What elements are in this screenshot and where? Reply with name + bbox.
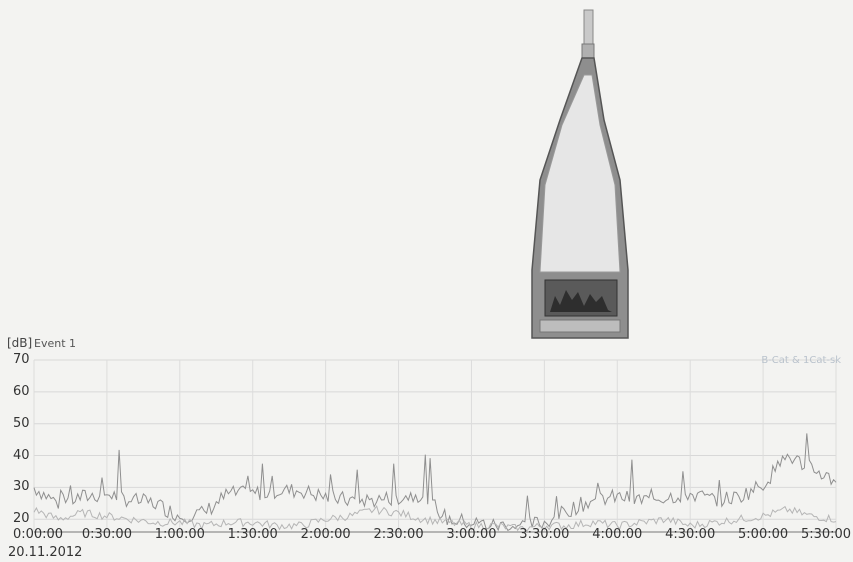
y-unit-label: [dB] <box>7 336 33 350</box>
x-tick-label: 0:30:00 <box>81 527 132 542</box>
x-tick-label: 5:00:00 <box>738 527 789 542</box>
x-tick-label: 1:30:00 <box>227 527 278 542</box>
sound-level-meter-image <box>531 9 629 339</box>
grid <box>33 359 837 533</box>
chart-title: Event 1 <box>34 337 77 350</box>
x-tick-label: 3:00:00 <box>446 527 497 542</box>
chart: [dB] Event 1 B-Cat & 1Cat-sk 20 30 40 50 60 7… <box>0 330 853 562</box>
legend-text: B-Cat & 1Cat-sk <box>761 355 841 366</box>
y-tick-label: 30 <box>13 479 30 495</box>
x-tick-label: 2:00:00 <box>300 527 351 542</box>
y-tick-label: 40 <box>13 447 30 463</box>
chart-plot <box>33 359 837 533</box>
y-tick-label: 20 <box>13 511 30 527</box>
x-tick-label: 4:30:00 <box>665 527 716 542</box>
x-tick-label: 2:30:00 <box>373 527 424 542</box>
x-tick-label: 4:00:00 <box>592 527 643 542</box>
y-tick-label: 70 <box>13 352 30 367</box>
y-tick-label: 60 <box>13 383 30 399</box>
series-line-1 <box>33 433 837 532</box>
series-line-2 <box>33 504 837 532</box>
x-axis-date: 20.11.2012 <box>8 545 83 560</box>
x-tick-label: 0:00:00 <box>12 527 64 542</box>
series-group <box>33 433 837 532</box>
x-tick-label: 5:30:00 <box>800 527 852 542</box>
y-tick-label: 50 <box>13 415 30 431</box>
x-tick-label: 1:00:00 <box>154 527 205 542</box>
x-tick-label: 3:30:00 <box>519 527 570 542</box>
